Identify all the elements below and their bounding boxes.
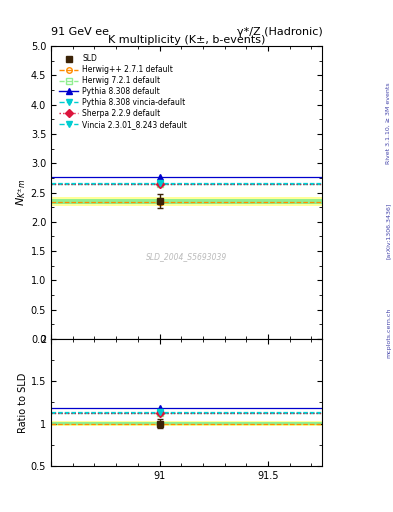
Legend: SLD, Herwig++ 2.7.1 default, Herwig 7.2.1 default, Pythia 8.308 default, Pythia : SLD, Herwig++ 2.7.1 default, Herwig 7.2.…: [58, 53, 189, 131]
Text: SLD_2004_S5693039: SLD_2004_S5693039: [146, 252, 227, 262]
Y-axis label: $N_{K^{\pm}m}$: $N_{K^{\pm}m}$: [14, 179, 28, 206]
Bar: [51, 421, 322, 426]
Text: 91 GeV ee: 91 GeV ee: [51, 27, 109, 37]
Text: mcplots.cern.ch: mcplots.cern.ch: [386, 308, 391, 358]
Title: K multiplicity (K±, b-events): K multiplicity (K±, b-events): [108, 35, 265, 45]
Bar: [51, 422, 322, 425]
Bar: [51, 197, 322, 206]
Text: [arXiv:1306.3436]: [arXiv:1306.3436]: [386, 202, 391, 259]
Y-axis label: Ratio to SLD: Ratio to SLD: [18, 372, 28, 433]
Bar: [51, 199, 322, 204]
Text: Rivet 3.1.10, ≥ 3M events: Rivet 3.1.10, ≥ 3M events: [386, 82, 391, 164]
Text: γ*/Z (Hadronic): γ*/Z (Hadronic): [237, 27, 322, 37]
